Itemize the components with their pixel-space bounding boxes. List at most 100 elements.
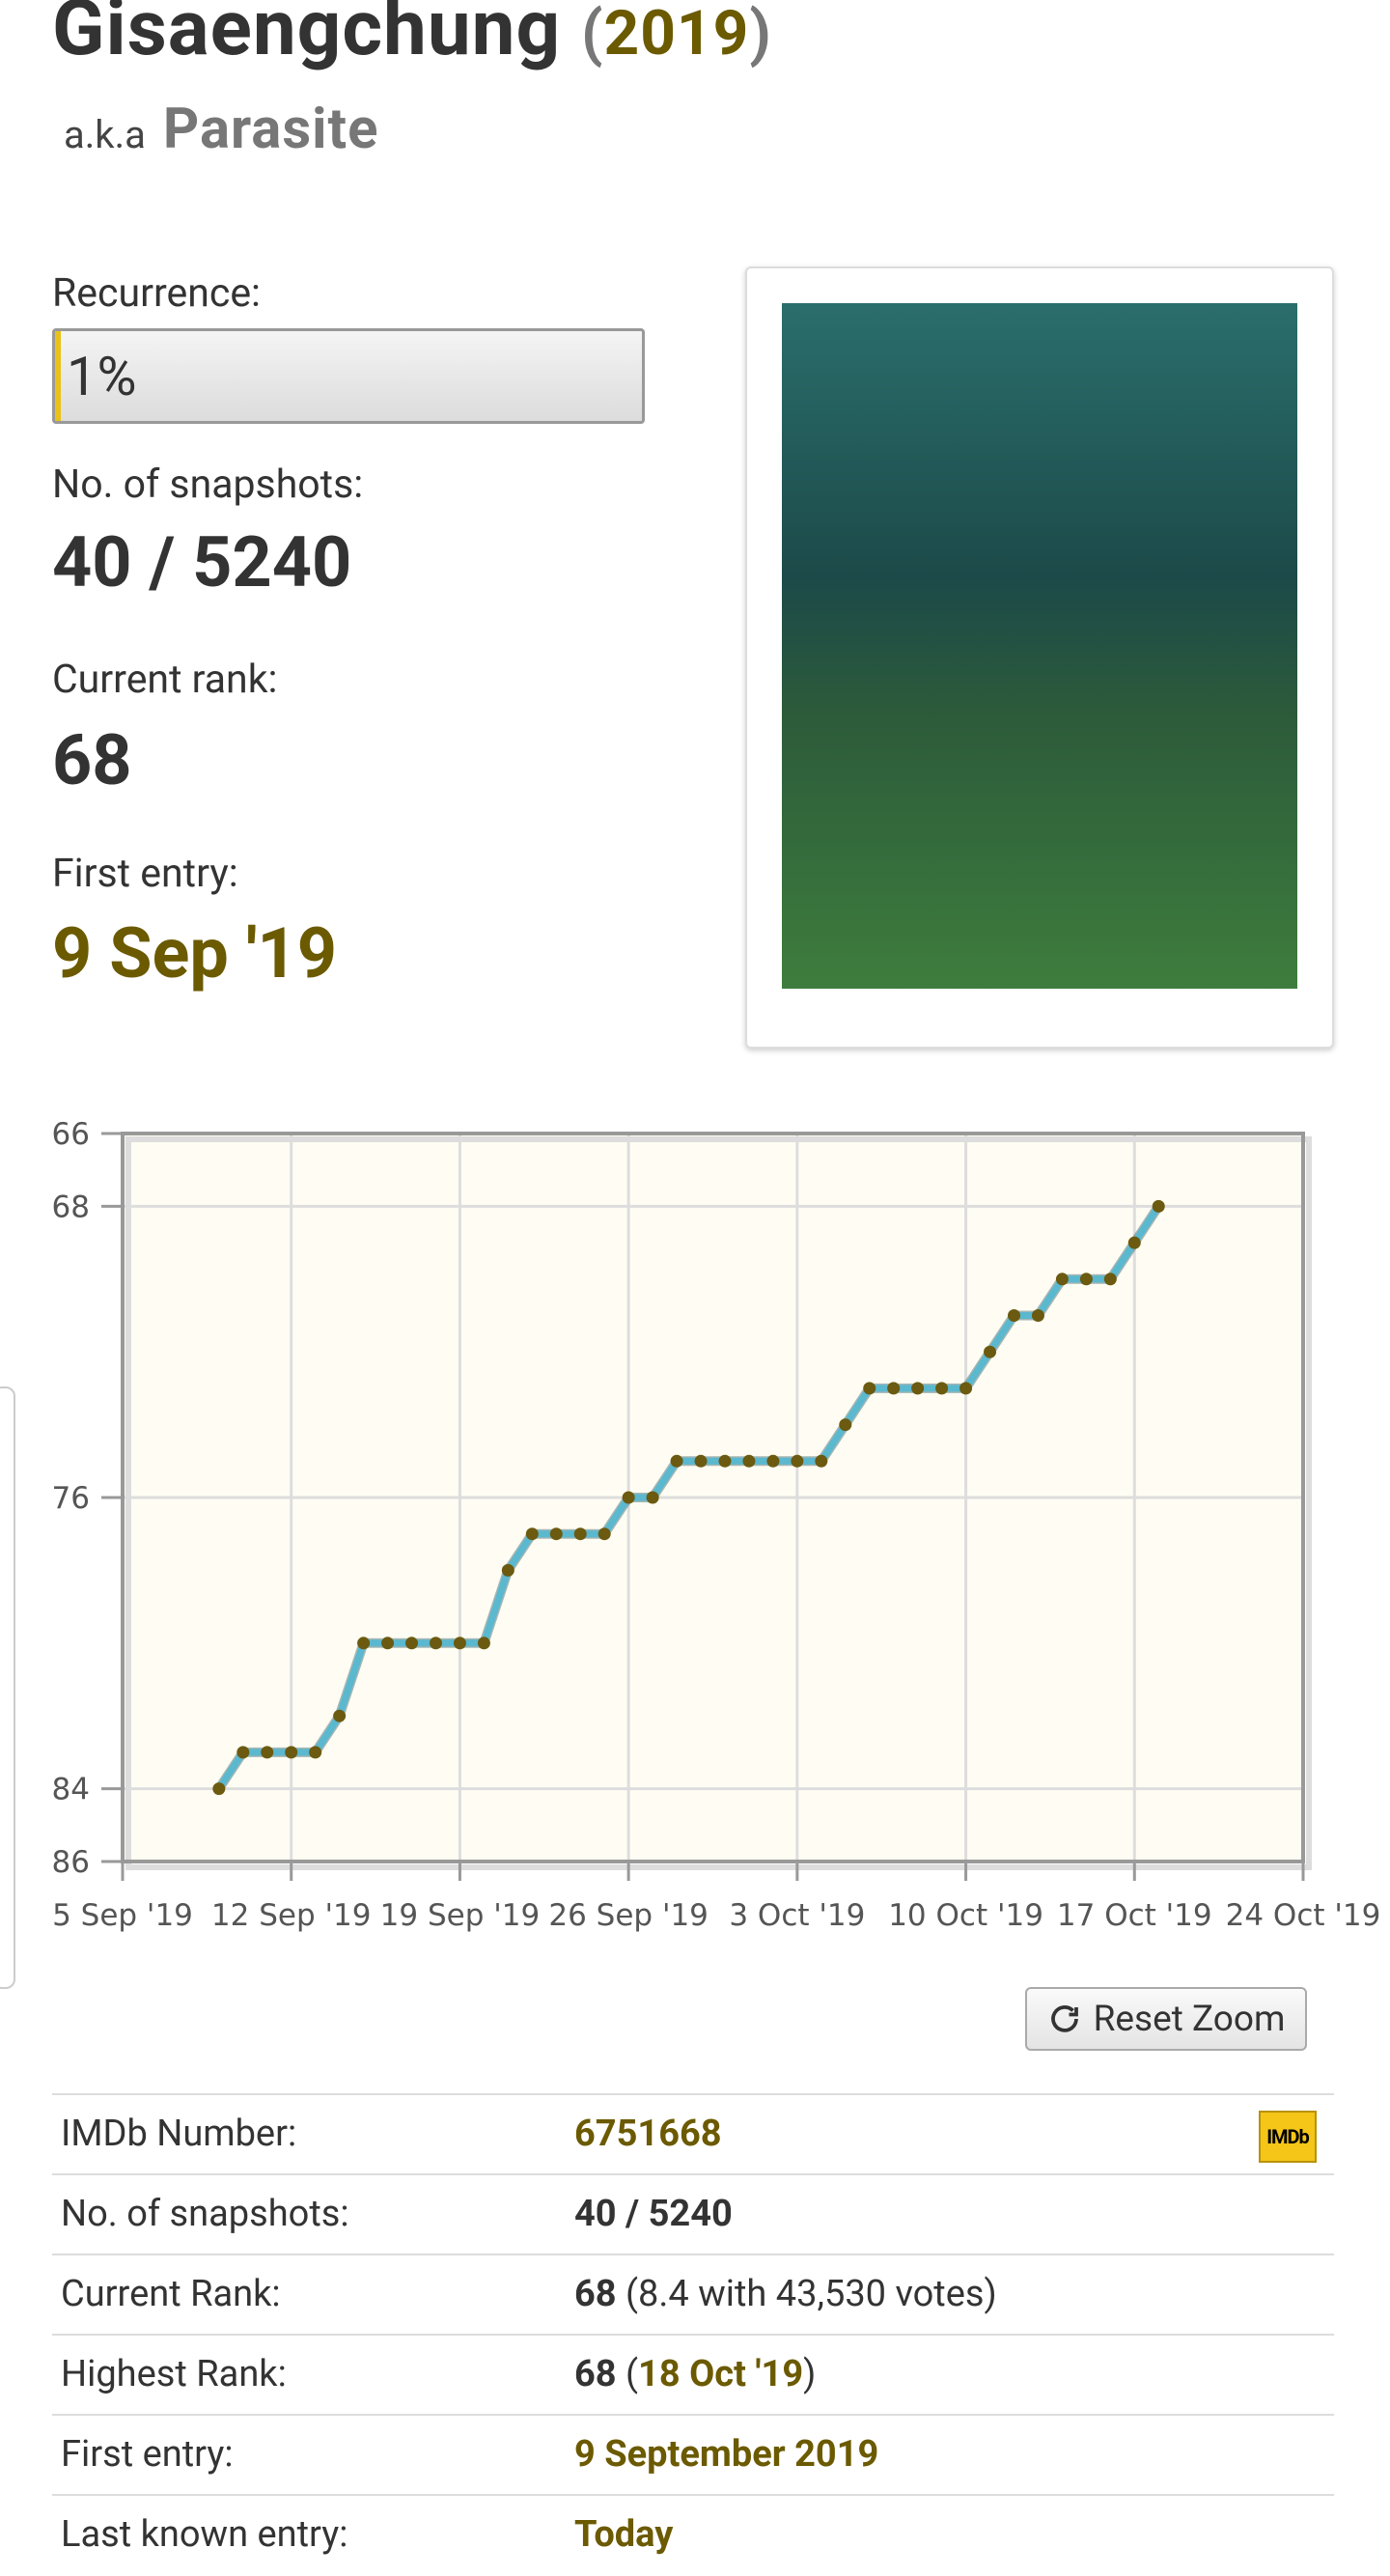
- plot-border: [121, 1132, 1305, 1863]
- value-part: ): [803, 2353, 817, 2395]
- table-row: First entry: 9 September 2019: [52, 2414, 1334, 2495]
- point: [477, 1637, 490, 1650]
- x-tick-label: 10 Oct '19: [888, 1898, 1043, 1933]
- y-tick-label: 84: [52, 1773, 90, 1807]
- row-label: Highest Rank:: [61, 2353, 287, 2395]
- point: [381, 1637, 395, 1650]
- snapshots-label: No. of snapshots:: [52, 462, 364, 508]
- point: [1127, 1236, 1141, 1249]
- point: [1079, 1273, 1093, 1286]
- point: [887, 1382, 901, 1395]
- poster-image: [782, 303, 1297, 989]
- x-tick-label: 19 Sep '19: [380, 1898, 541, 1933]
- aka: a.k.a Parasite: [64, 97, 378, 162]
- point: [694, 1454, 708, 1468]
- point: [1055, 1273, 1069, 1286]
- first-entry-label: First entry:: [52, 851, 238, 897]
- x-tick-label: 24 Oct '19: [1226, 1898, 1381, 1933]
- point: [742, 1454, 756, 1468]
- point: [236, 1746, 250, 1759]
- point: [815, 1454, 828, 1468]
- y-tick-label: 68: [52, 1190, 90, 1224]
- point: [429, 1637, 442, 1650]
- point: [984, 1345, 997, 1358]
- x-tick-label: 3 Oct '19: [729, 1898, 865, 1933]
- point: [839, 1418, 852, 1432]
- row-label: No. of snapshots:: [61, 2193, 349, 2235]
- value-part: 40 / 5240: [574, 2193, 733, 2235]
- point: [935, 1382, 949, 1395]
- x-tick-label: 17 Oct '19: [1057, 1898, 1212, 1933]
- point: [1031, 1309, 1044, 1322]
- point: [309, 1746, 322, 1759]
- point: [573, 1527, 587, 1541]
- row-value: 6751668: [574, 2113, 722, 2155]
- point: [622, 1491, 635, 1504]
- point: [453, 1637, 466, 1650]
- point: [1152, 1199, 1165, 1213]
- row-value: 68 (8.4 with 43,530 votes): [574, 2273, 997, 2315]
- point: [261, 1746, 274, 1759]
- y-tick-label: 76: [52, 1481, 90, 1516]
- rank-label: Current rank:: [52, 657, 278, 703]
- reset-zoom-button[interactable]: Reset Zoom: [1025, 1987, 1307, 2051]
- y-tick-label: 66: [52, 1117, 90, 1152]
- side-handle: [0, 1386, 15, 1989]
- value-part: 68: [574, 2273, 617, 2315]
- value-part: (: [616, 2353, 639, 2395]
- point: [646, 1491, 659, 1504]
- row-label: Current Rank:: [61, 2273, 281, 2315]
- row-value: 9 September 2019: [574, 2433, 878, 2476]
- point: [911, 1382, 925, 1395]
- value-part: 68: [574, 2353, 617, 2395]
- point: [405, 1637, 419, 1650]
- table-row: Current Rank: 68 (8.4 with 43,530 votes): [52, 2254, 1334, 2335]
- year: 2019: [603, 0, 750, 70]
- title-text: Gisaengchung: [52, 0, 562, 73]
- point: [718, 1454, 732, 1468]
- year-paren: (: [581, 0, 604, 70]
- rank-value: 68: [52, 719, 132, 801]
- year-paren: ): [749, 0, 772, 70]
- recurrence-fill: [55, 331, 62, 421]
- point: [959, 1382, 973, 1395]
- row-label: IMDb Number:: [61, 2113, 297, 2155]
- poster: [745, 266, 1334, 1049]
- aka-title: Parasite: [162, 97, 379, 162]
- value-part: 6751668: [574, 2113, 722, 2155]
- table-row: Last known entry: Today: [52, 2494, 1334, 2575]
- value-part: Today: [574, 2513, 674, 2556]
- plot-shadow: [125, 1136, 1312, 1870]
- recurrence-value: 1%: [67, 345, 137, 408]
- point: [549, 1527, 563, 1541]
- movie-title: Gisaengchung (2019): [52, 0, 772, 73]
- point: [525, 1527, 539, 1541]
- point: [285, 1746, 298, 1759]
- recurrence-bar: 1%: [52, 328, 645, 424]
- snapshots-value: 40 / 5240: [52, 521, 352, 603]
- row-label: First entry:: [61, 2433, 234, 2476]
- row-value: 68 (18 Oct '19): [574, 2353, 816, 2395]
- point: [791, 1454, 804, 1468]
- point: [863, 1382, 876, 1395]
- x-tick-label: 12 Sep '19: [211, 1898, 372, 1933]
- table-row: No. of snapshots: 40 / 5240: [52, 2173, 1334, 2254]
- y-tick-label: 86: [52, 1845, 90, 1880]
- first-entry-value: 9 Sep '19: [52, 912, 338, 994]
- point: [598, 1527, 611, 1541]
- line: [215, 1204, 1162, 1791]
- refresh-icon: [1050, 2005, 1078, 2032]
- row-value: Today: [574, 2513, 673, 2556]
- value-part: 18 Oct '19: [638, 2353, 804, 2395]
- aka-label: a.k.a: [64, 112, 146, 157]
- x-tick-label: 26 Sep '19: [548, 1898, 709, 1933]
- x-tick-label: 5 Sep '19: [52, 1898, 193, 1933]
- reset-zoom-text: Reset Zoom: [1093, 1998, 1286, 2040]
- row-label: Last known entry:: [61, 2513, 348, 2556]
- imdb-badge: IMDb: [1259, 2111, 1317, 2163]
- point: [357, 1637, 371, 1650]
- table-row: Highest Rank: 68 (18 Oct '19): [52, 2334, 1334, 2415]
- point: [333, 1709, 347, 1722]
